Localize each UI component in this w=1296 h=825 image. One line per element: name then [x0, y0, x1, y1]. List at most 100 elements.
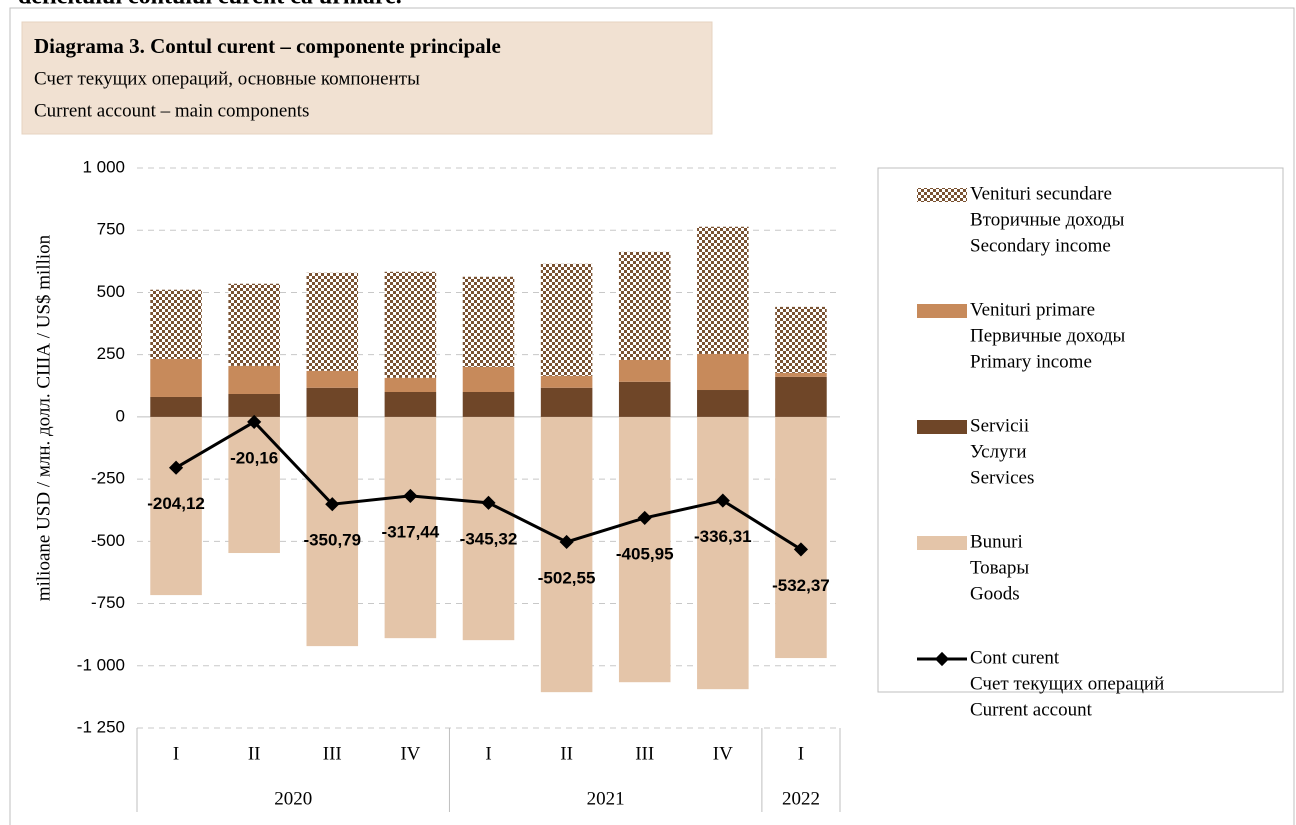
y-tick-label: -250	[91, 469, 125, 488]
legend-label: Current account	[970, 699, 1093, 720]
bar	[384, 271, 437, 378]
bar	[150, 416, 202, 596]
legend-swatch	[917, 536, 967, 550]
group-label: 2020	[274, 788, 312, 809]
marker	[793, 542, 809, 557]
legend-label: Venituri primare	[970, 299, 1095, 320]
data-label: -317,44	[382, 522, 440, 541]
bar	[697, 353, 749, 391]
title-box	[21, 21, 713, 135]
legend-label: Secondary income	[970, 235, 1111, 256]
legend-swatch	[917, 304, 967, 318]
bar	[228, 393, 280, 417]
x-tick-label: I	[798, 743, 804, 764]
y-tick-label: -750	[91, 593, 125, 612]
bar	[306, 416, 359, 647]
group-label: 2022	[782, 788, 820, 809]
bar	[618, 381, 671, 417]
marker	[715, 493, 730, 508]
y-tick-label: -1 250	[77, 717, 125, 736]
x-tick-label: III	[323, 743, 342, 764]
bar	[775, 306, 827, 373]
x-tick-label: I	[173, 743, 179, 764]
x-tick-label: IV	[713, 743, 733, 764]
data-label: -336,31	[694, 527, 752, 546]
y-tick-label: 750	[97, 220, 125, 239]
legend-label: Servicii	[970, 415, 1029, 436]
bar	[540, 375, 593, 388]
bar	[462, 416, 515, 641]
bar	[618, 416, 671, 683]
marker	[247, 414, 262, 429]
data-label: -532,37	[772, 576, 830, 595]
x-tick-label: IV	[400, 743, 420, 764]
bar	[775, 376, 827, 417]
data-label: -350,79	[303, 531, 361, 550]
marker	[325, 497, 340, 512]
chart-frame	[9, 7, 1295, 825]
legend-label: Счет текущих операций	[970, 673, 1164, 694]
data-label: -502,55	[538, 568, 596, 587]
bar	[462, 276, 515, 367]
legend-swatch	[917, 420, 967, 434]
legend-label: Услуги	[970, 441, 1027, 462]
bar	[618, 359, 671, 382]
group-label: 2021	[587, 788, 625, 809]
y-tick-label: 500	[97, 282, 125, 301]
x-tick-label: III	[635, 743, 654, 764]
y-tick-label: -1 000	[77, 655, 125, 674]
data-label: -20,16	[230, 448, 278, 467]
y-tick-label: -500	[91, 531, 125, 550]
legend-swatch	[917, 188, 967, 202]
bar	[775, 372, 827, 377]
bar	[462, 392, 515, 417]
bar	[228, 365, 280, 394]
bar	[306, 370, 359, 388]
y-axis-label: milioane USD / млн. долл. США / US$ mill…	[33, 234, 54, 601]
bar	[384, 392, 437, 417]
legend-label: Venituri secundare	[970, 183, 1112, 204]
x-tick-label: I	[485, 743, 491, 764]
bar	[697, 226, 749, 354]
chart-title: Diagrama 3. Contul curent – componente p…	[34, 34, 501, 58]
subtitle: Счет текущих операций, основные компонен…	[34, 68, 420, 89]
y-tick-label: 0	[116, 406, 125, 425]
legend-label: Первичные доходы	[970, 325, 1126, 346]
bar	[306, 387, 359, 417]
header-text: deficitului contului curent ca urmare.	[18, 0, 402, 10]
data-label: -204,12	[147, 494, 205, 513]
legend-label: Goods	[970, 583, 1020, 604]
marker	[403, 488, 418, 503]
bar	[462, 366, 515, 392]
bar	[306, 272, 359, 371]
legend-label: Товары	[970, 557, 1029, 578]
bar	[150, 396, 202, 417]
y-tick-label: 250	[97, 344, 125, 363]
x-tick-label: II	[248, 743, 261, 764]
x-tick-label: II	[560, 743, 573, 764]
legend-marker	[934, 651, 950, 667]
bar	[697, 416, 749, 690]
legend-label: Bunuri	[970, 531, 1023, 552]
marker	[168, 460, 184, 475]
bar	[384, 377, 437, 392]
legend-label: Primary income	[970, 351, 1092, 372]
marker	[637, 510, 652, 525]
bar	[540, 416, 593, 693]
bar	[697, 390, 749, 417]
bar	[540, 263, 593, 376]
bar	[228, 416, 280, 554]
subtitle: Current account – main components	[34, 100, 309, 121]
y-tick-label: 1 000	[82, 157, 125, 176]
bar	[618, 251, 671, 360]
bar	[150, 289, 202, 359]
data-label: -405,95	[616, 544, 674, 563]
marker	[481, 495, 496, 510]
legend-label: Вторичные доходы	[970, 209, 1125, 230]
bar	[228, 283, 280, 366]
marker	[559, 534, 574, 550]
bar	[150, 358, 202, 397]
bar	[540, 387, 593, 417]
data-label: -345,32	[460, 529, 518, 548]
